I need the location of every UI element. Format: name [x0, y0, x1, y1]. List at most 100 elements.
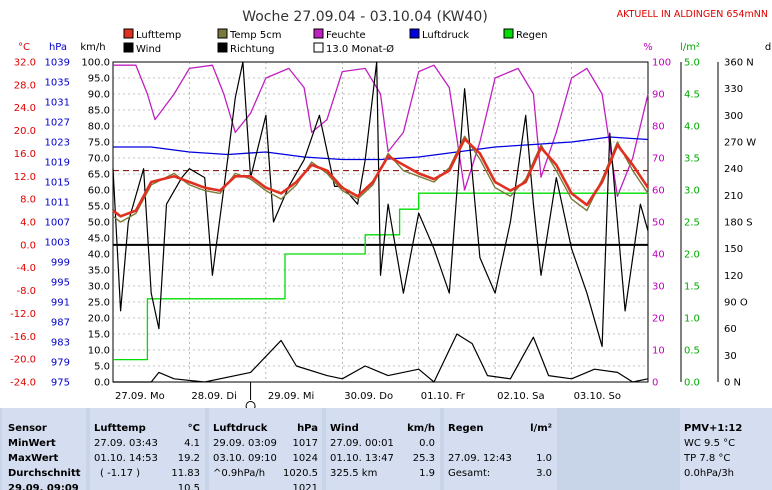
- legend-swatch: [313, 42, 324, 53]
- stats-lufttemp-current-value: 10.5: [177, 483, 200, 490]
- stats-sensor-max: MaxWert: [8, 453, 59, 464]
- tick-label-rain: 2.0: [684, 250, 700, 261]
- legend-swatch: [123, 28, 134, 39]
- tick-label-pressure: 1007: [45, 218, 70, 229]
- tick-label-rain: 1.0: [684, 314, 700, 325]
- stats-regen-max-value: 1.0: [536, 453, 552, 464]
- stats-sensor-head: Sensor: [8, 423, 47, 434]
- tick-label-wind: 50.0: [88, 218, 110, 229]
- tick-label-wind: 40.0: [88, 250, 110, 261]
- stats-col-luftdruck: [209, 408, 322, 490]
- stats-lufttemp-unit: °C: [187, 423, 200, 434]
- series-line-wind: [113, 333, 649, 383]
- tick-label-humidity: 50: [652, 218, 665, 229]
- legend-label: Regen: [516, 30, 548, 41]
- tick-label-direction: 300: [724, 111, 743, 122]
- series-line-lufttemp: [112, 137, 650, 218]
- stats-pmv-windchill: WC 9.5 °C: [684, 438, 736, 449]
- tick-label-temp: 24.0: [14, 103, 36, 114]
- tick-label-pressure: 999: [51, 258, 70, 269]
- tick-label-temp: 16.0: [14, 149, 36, 160]
- stats-wind-min-time: 27.09. 00:01: [330, 438, 394, 449]
- legend-label: Luftdruck: [422, 30, 469, 41]
- tick-label-direction: 240: [724, 164, 743, 175]
- statistics-panel: Sensor MinWert MaxWert Durchschnitt 29.0…: [0, 408, 772, 490]
- x-tick-label: 28.09. Di: [191, 391, 236, 402]
- series-line-luftdruck: [113, 136, 649, 161]
- tick-label-wind: 80.0: [88, 122, 110, 133]
- tick-label-humidity: 10: [652, 346, 665, 357]
- tick-label-wind: 30.0: [88, 282, 110, 293]
- legend-label: Wind: [136, 44, 161, 55]
- stats-lufttemp-avg-note: ( -1.17 ): [100, 468, 141, 479]
- stats-luftdruck-max-value: 1024: [292, 453, 318, 464]
- stats-lufttemp-max-value: 19.2: [177, 453, 200, 464]
- tick-label-wind: 5.0: [94, 362, 110, 373]
- tick-label-pressure: 1015: [45, 178, 70, 189]
- stats-luftdruck-min-value: 1017: [292, 438, 318, 449]
- x-tick-label: 03.10. So: [574, 391, 621, 402]
- stats-wind-avg-value: 1.9: [419, 468, 435, 479]
- tick-label-temp: -20.0: [10, 355, 36, 366]
- tick-label-temp: -8.0: [16, 286, 36, 297]
- tick-label-humidity: 40: [652, 250, 665, 261]
- tick-label-wind: 35.0: [88, 266, 110, 277]
- tick-label-pressure: 975: [51, 378, 70, 389]
- chart-title: Woche 27.09.04 - 03.10.04 (KW40): [242, 9, 488, 25]
- legend-label: Feuchte: [326, 30, 366, 41]
- legend-label: Temp 5cm: [229, 30, 281, 41]
- tick-label-direction: 180 S: [724, 218, 753, 229]
- tick-label-wind: 65.0: [88, 170, 110, 181]
- tick-label-wind: 15.0: [88, 330, 110, 341]
- legend-label: 13.0 Monat-Ø: [326, 43, 394, 55]
- tick-label-temp: 12.0: [14, 172, 36, 183]
- tick-label-humidity: 20: [652, 314, 665, 325]
- tick-label-wind: 75.0: [88, 138, 110, 149]
- stats-luftdruck-unit: hPa: [297, 423, 318, 434]
- tick-label-pressure: 1035: [45, 78, 70, 89]
- series-line-regen: [113, 192, 648, 361]
- stats-wind-head: Wind: [330, 423, 359, 434]
- tick-label-pressure: 1003: [45, 238, 70, 249]
- tick-label-direction: 210: [724, 191, 743, 202]
- tick-label-rain: 3.0: [684, 186, 700, 197]
- legend-swatch: [217, 28, 228, 39]
- tick-label-pressure: 1027: [45, 118, 70, 129]
- axis-unit-rain: l/m²: [680, 42, 700, 53]
- tick-label-temp: 8.0: [20, 195, 36, 206]
- tick-label-wind: 60.0: [88, 186, 110, 197]
- tick-label-rain: 4.5: [684, 90, 700, 101]
- stats-luftdruck-avg-value: 1020.5: [283, 468, 318, 479]
- tick-label-pressure: 1019: [45, 158, 70, 169]
- tick-label-wind: 20.0: [88, 314, 110, 325]
- x-tick-label: 30.09. Do: [344, 391, 393, 402]
- current-location-label[interactable]: AKTUELL IN ALDINGEN 654mNN: [617, 9, 768, 20]
- legend-label: Lufttemp: [136, 30, 181, 41]
- stats-luftdruck-head: Luftdruck: [213, 423, 268, 434]
- x-tick-label: 29.09. Mi: [268, 391, 314, 402]
- stats-lufttemp-max-time: 01.10. 14:53: [94, 453, 158, 464]
- tick-label-humidity: 0: [652, 378, 658, 389]
- tick-label-humidity: 90: [652, 90, 665, 101]
- stats-luftdruck-trend: ^0.9hPa/h: [213, 468, 266, 479]
- series-line-feuchte: [113, 64, 649, 198]
- tick-label-temp: -4.0: [16, 263, 36, 274]
- tick-label-direction: 90 O: [724, 298, 748, 309]
- stats-luftdruck-min-time: 29.09. 03:09: [213, 438, 277, 449]
- tick-label-rain: 5.0: [684, 58, 700, 69]
- series-line-richtung: [112, 61, 649, 347]
- stats-col-pmv: [680, 408, 772, 490]
- tick-label-wind: 70.0: [88, 154, 110, 165]
- axis-unit-direction: d: [765, 42, 771, 53]
- tick-label-wind: 25.0: [88, 298, 110, 309]
- tick-label-wind: 95.0: [88, 74, 110, 85]
- tick-label-direction: 360 N: [724, 58, 754, 69]
- stats-pmv-pressure-trend: 0.0hPa/3h: [684, 468, 735, 479]
- tick-label-temp: -12.0: [10, 309, 36, 320]
- tick-label-direction: 330: [724, 84, 743, 95]
- stats-sensor-avg: Durchschnitt: [8, 468, 81, 479]
- tick-label-wind: 55.0: [88, 202, 110, 213]
- stats-wind-max-time: 01.10. 13:47: [330, 453, 394, 464]
- tick-label-direction: 270 W: [724, 138, 756, 149]
- stats-luftdruck-max-time: 03.10. 09:10: [213, 453, 277, 464]
